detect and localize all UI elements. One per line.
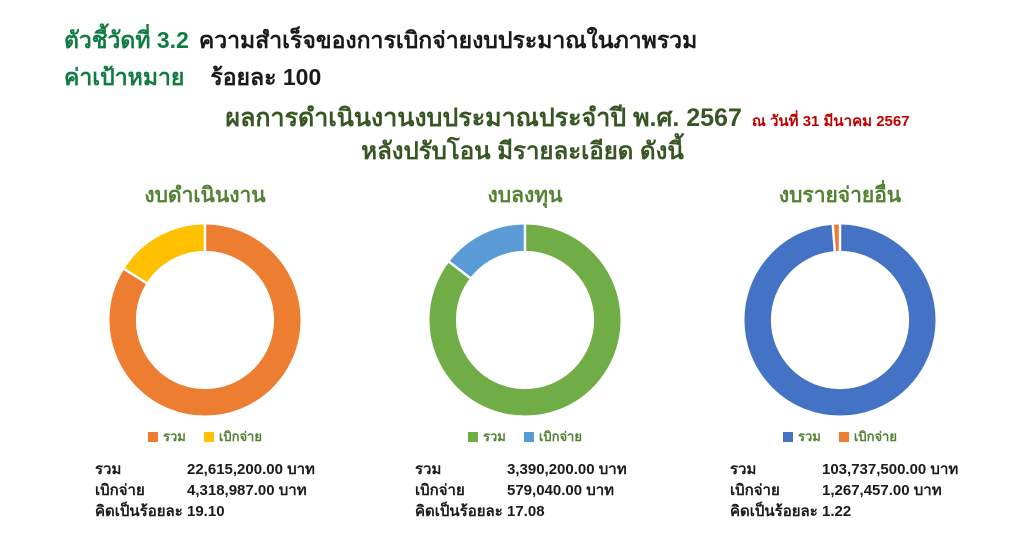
legend-label: รวม bbox=[163, 429, 186, 444]
legend-swatch bbox=[783, 431, 794, 442]
legend-label: รวม bbox=[798, 429, 821, 444]
legend-swatch bbox=[203, 431, 214, 442]
legend-item: เบิกจ่าย bbox=[838, 426, 897, 447]
main-title-line1: ผลการดำเนินงานงบประมาณประจำปี พ.ศ. 2567 ณ… bbox=[100, 103, 1035, 137]
stat-value: 19.10 bbox=[187, 503, 225, 520]
donut-chart-other-expenses bbox=[744, 223, 936, 416]
stat-value: 579,040.00 บาท bbox=[507, 482, 615, 499]
stat-value: 1,267,457.00 บาท bbox=[822, 482, 942, 499]
legend-item: รวม bbox=[783, 426, 821, 447]
target-label: ค่าเป้าหมาย bbox=[64, 64, 185, 90]
donut-chart-investment bbox=[429, 223, 621, 416]
stat-value: 22,615,200.00 บาท bbox=[187, 461, 315, 478]
stat-label: เบิกจ่าย bbox=[415, 482, 465, 499]
legend-swatch bbox=[468, 431, 479, 442]
main-title: ผลการดำเนินงานงบประมาณประจำปี พ.ศ. 2567 ณ… bbox=[0, 103, 1035, 167]
stat-label: เบิกจ่าย bbox=[730, 482, 780, 499]
chart-legend: รวม เบิกจ่าย bbox=[375, 426, 675, 447]
stat-label: คิดเป็นร้อยละ bbox=[415, 503, 503, 520]
chart-investment-budget: งบลงทุน รวม เบิกจ่าย รวม 3,390,200.00 บา… bbox=[375, 180, 675, 522]
main-title-text: ผลการดำเนินงานงบประมาณประจำปี พ.ศ. 2567 bbox=[225, 104, 742, 132]
chart-title: งบรายจ่ายอื่น bbox=[778, 184, 902, 207]
chart-other-expenses-budget: งบรายจ่ายอื่น รวม เบิกจ่าย รวม 103,737,5… bbox=[690, 180, 990, 522]
stat-label: รวม bbox=[415, 461, 442, 478]
target-line: ค่าเป้าหมาย ร้อยละ 100 bbox=[64, 59, 697, 96]
stat-value: 4,318,987.00 บาท bbox=[187, 482, 307, 499]
legend-label: เบิกจ่าย bbox=[538, 429, 582, 444]
legend-swatch bbox=[523, 431, 534, 442]
stat-label: คิดเป็นร้อยละ bbox=[95, 503, 183, 520]
stat-value: 1.22 bbox=[822, 503, 852, 520]
stat-label: รวม bbox=[730, 461, 757, 478]
legend-label: เบิกจ่าย bbox=[218, 429, 262, 444]
target-value: ร้อยละ 100 bbox=[210, 64, 322, 90]
chart-stats: รวม 22,615,200.00 บาท เบิกจ่าย 4,318,987… bbox=[55, 460, 355, 522]
chart-legend: รวม เบิกจ่าย bbox=[690, 426, 990, 447]
date-note: ณ วันที่ 31 มีนาคม 2567 bbox=[751, 113, 910, 130]
chart-operating-budget: งบดำเนินงาน รวม เบิกจ่าย รวม 22,615,200.… bbox=[55, 180, 355, 522]
chart-legend: รวม เบิกจ่าย bbox=[55, 426, 355, 447]
legend-swatch bbox=[148, 431, 159, 442]
stat-value: 17.08 bbox=[507, 503, 545, 520]
chart-stats: รวม 103,737,500.00 บาท เบิกจ่าย 1,267,45… bbox=[690, 460, 990, 522]
stat-label: รวม bbox=[95, 461, 122, 478]
stat-value: 3,390,200.00 บาท bbox=[507, 461, 627, 478]
indicator-line: ตัวชี้วัดที่ 3.2 ความสำเร็จของการเบิกจ่าย… bbox=[64, 22, 697, 59]
legend-label: เบิกจ่าย bbox=[853, 429, 897, 444]
legend-item: รวม bbox=[468, 426, 506, 447]
stat-value: 103,737,500.00 บาท bbox=[822, 461, 959, 478]
legend-item: เบิกจ่าย bbox=[523, 426, 582, 447]
legend-swatch bbox=[838, 431, 849, 442]
legend-item: รวม bbox=[148, 426, 186, 447]
indicator-label: ตัวชี้วัดที่ 3.2 bbox=[64, 27, 189, 53]
chart-title: งบดำเนินงาน bbox=[144, 184, 266, 207]
stat-label: เบิกจ่าย bbox=[95, 482, 145, 499]
main-title-line2: หลังปรับโอน มีรายละเอียด ดังนี้ bbox=[361, 138, 684, 165]
legend-label: รวม bbox=[483, 429, 506, 444]
stat-label: คิดเป็นร้อยละ bbox=[730, 503, 818, 520]
header: ตัวชี้วัดที่ 3.2 ความสำเร็จของการเบิกจ่าย… bbox=[64, 22, 697, 96]
chart-title: งบลงทุน bbox=[487, 184, 563, 207]
chart-stats: รวม 3,390,200.00 บาท เบิกจ่าย 579,040.00… bbox=[375, 460, 675, 522]
legend-item: เบิกจ่าย bbox=[203, 426, 262, 447]
donut-chart-operating bbox=[109, 223, 301, 416]
indicator-title: ความสำเร็จของการเบิกจ่ายงบประมาณในภาพรวม bbox=[198, 27, 698, 53]
